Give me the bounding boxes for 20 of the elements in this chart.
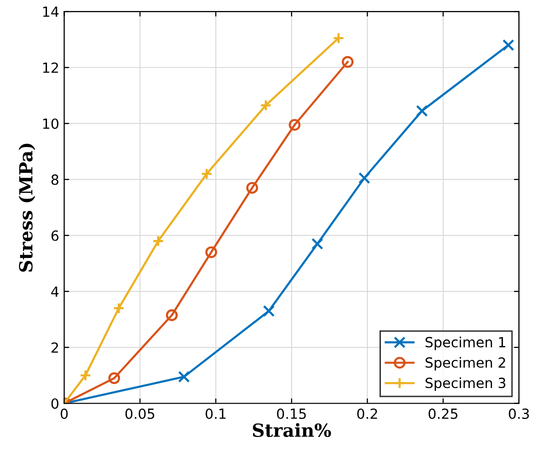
x-tick-label: 0.05 — [125, 408, 154, 419]
x-tick-label: 0.2 — [357, 408, 378, 419]
y-tick-label: 8 — [51, 174, 58, 185]
y-tick-label: 14 — [43, 6, 59, 17]
y-tick-label: 2 — [52, 342, 58, 353]
legend-label: Specimen 1 — [426, 336, 506, 350]
y-tick-label: 6 — [51, 230, 58, 241]
x-tick-label: 0.15 — [277, 408, 306, 419]
y-tick-label: 4 — [51, 286, 59, 297]
y-tick-label: 10 — [43, 118, 58, 129]
x-axis-title: Strain% — [252, 423, 331, 438]
y-tick-label: 0 — [51, 398, 58, 409]
x-tick-label: 0 — [60, 408, 68, 419]
x-tick-label: 0.3 — [508, 408, 529, 419]
x-tick-label: 0.1 — [206, 408, 226, 419]
y-axis-title: Stress (MPa) — [18, 144, 36, 272]
legend-label: Specimen 2 — [426, 357, 506, 370]
legend-label: Specimen 3 — [426, 377, 506, 391]
y-tick-label: 12 — [43, 62, 58, 73]
x-tick-label: 0.25 — [428, 408, 458, 419]
